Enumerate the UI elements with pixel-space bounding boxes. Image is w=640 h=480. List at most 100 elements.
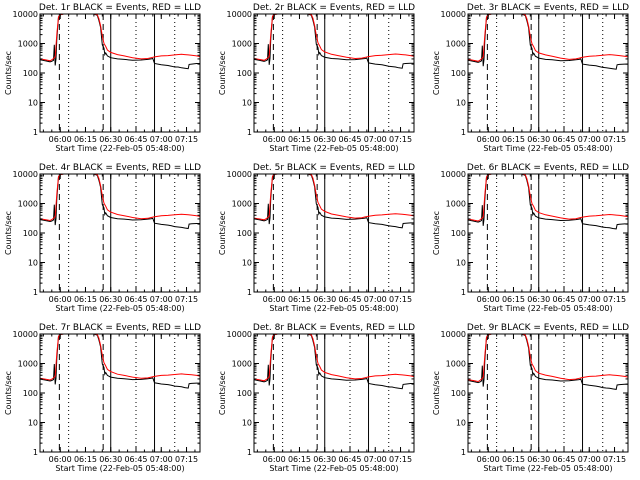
panel-1: 1 10 100 1000 10000 06:00 06:15 06:30 06:45 07:00… (4, 3, 201, 153)
y-tick-label: 1000 (232, 200, 252, 209)
x-tick-label: 06:45 (338, 135, 361, 144)
series-events (254, 334, 414, 390)
y-tick-label: 1 (33, 128, 38, 137)
x-tick-label: 06:45 (552, 295, 575, 304)
series-lld (254, 174, 414, 221)
y-tick-label: 10 (456, 259, 466, 268)
panel-title: Det. 3r BLACK = Events, RED = LLD (467, 3, 629, 13)
plot-frame (39, 173, 201, 293)
x-tick-label: 06:00 (49, 455, 72, 464)
y-tick-label: 10000 (441, 170, 466, 179)
series-events (468, 334, 628, 390)
x-tick-label: 07:15 (603, 295, 626, 304)
y-tick-label: 100 (451, 389, 466, 398)
y-tick-label: 10 (28, 419, 38, 428)
x-tick-label: 06:30 (527, 135, 550, 144)
y-tick-label: 1000 (18, 40, 38, 49)
panel-4: 1 10 100 1000 10000 06:00 06:15 06:30 06:45 07:00… (4, 163, 201, 313)
y-tick-label: 10000 (13, 10, 38, 19)
x-axis-label: Start Time (22-Feb-05 05:48:00) (55, 304, 184, 313)
y-axis-label: Counts/sec (218, 51, 227, 95)
x-tick-label: 06:30 (313, 135, 336, 144)
series-lld (468, 14, 628, 62)
y-axis-label: Counts/sec (4, 211, 13, 255)
x-tick-label: 06:45 (552, 135, 575, 144)
y-axis-label: Counts/sec (432, 211, 441, 255)
panel-8: 1 10 100 1000 10000 06:00 06:15 06:30 06:45 07:00… (218, 323, 415, 473)
x-tick-label: 06:45 (124, 135, 147, 144)
plot-frame (467, 13, 629, 133)
y-axis-label: Counts/sec (4, 51, 13, 95)
panel-2: 1 10 100 1000 10000 06:00 06:15 06:30 06:45 07:00… (218, 3, 415, 153)
x-tick-label: 07:00 (150, 295, 173, 304)
y-tick-label: 1 (461, 448, 466, 457)
y-tick-label: 10000 (227, 330, 252, 339)
y-tick-label: 100 (23, 69, 38, 78)
x-tick-label: 07:15 (175, 455, 198, 464)
y-tick-label: 10 (456, 99, 466, 108)
x-tick-label: 06:30 (99, 455, 122, 464)
panel-6: 1 10 100 1000 10000 06:00 06:15 06:30 06:45 07:00… (432, 163, 629, 313)
x-axis-label: Start Time (22-Feb-05 05:48:00) (483, 144, 612, 153)
y-tick-label: 10000 (441, 10, 466, 19)
panel-7: 1 10 100 1000 10000 06:00 06:15 06:30 06:45 07:00… (4, 323, 201, 473)
x-tick-label: 06:15 (288, 135, 311, 144)
series-events (468, 174, 628, 230)
panel-title: Det. 5r BLACK = Events, RED = LLD (253, 163, 415, 173)
panel-9: 1 10 100 1000 10000 06:00 06:15 06:30 06:45 07:00… (432, 323, 629, 473)
y-tick-label: 10 (456, 419, 466, 428)
y-tick-label: 1000 (446, 360, 466, 369)
y-tick-label: 10000 (441, 330, 466, 339)
plot-frame (39, 333, 201, 453)
x-tick-label: 07:00 (364, 295, 387, 304)
y-tick-label: 100 (23, 389, 38, 398)
x-tick-label: 07:15 (175, 135, 198, 144)
series-lld (468, 174, 628, 222)
x-tick-label: 06:00 (477, 135, 500, 144)
series-lld (40, 14, 200, 62)
x-axis-label: Start Time (22-Feb-05 05:48:00) (55, 144, 184, 153)
x-tick-label: 07:15 (389, 455, 412, 464)
panel-title: Det. 7r BLACK = Events, RED = LLD (39, 323, 201, 333)
x-tick-label: 07:15 (603, 135, 626, 144)
y-tick-label: 1 (247, 448, 252, 457)
x-tick-label: 07:00 (578, 135, 601, 144)
series-lld (254, 334, 414, 382)
series-events (254, 14, 414, 69)
y-tick-label: 100 (237, 69, 252, 78)
series-lld (254, 14, 414, 61)
panel-5: 1 10 100 1000 10000 06:00 06:15 06:30 06:45 07:00… (218, 163, 415, 313)
x-axis-label: Start Time (22-Feb-05 05:48:00) (269, 464, 398, 473)
y-tick-label: 1 (33, 288, 38, 297)
x-tick-label: 06:15 (288, 455, 311, 464)
x-tick-label: 06:00 (263, 455, 286, 464)
panel-title: Det. 2r BLACK = Events, RED = LLD (253, 3, 415, 13)
x-tick-label: 06:45 (338, 295, 361, 304)
x-tick-label: 07:00 (364, 455, 387, 464)
y-axis-label: Counts/sec (218, 371, 227, 415)
x-tick-label: 06:30 (313, 455, 336, 464)
plot-frame (39, 13, 201, 133)
y-tick-label: 1000 (18, 360, 38, 369)
plot-frame (467, 333, 629, 453)
y-axis-label: Counts/sec (432, 51, 441, 95)
x-tick-label: 07:00 (150, 455, 173, 464)
x-tick-label: 06:00 (477, 455, 500, 464)
panel-3: 1 10 100 1000 10000 06:00 06:15 06:30 06:45 07:00… (432, 3, 629, 153)
series-lld (40, 174, 200, 222)
y-tick-label: 1000 (446, 40, 466, 49)
y-tick-label: 100 (451, 69, 466, 78)
x-axis-label: Start Time (22-Feb-05 05:48:00) (269, 304, 398, 313)
x-tick-label: 06:15 (74, 135, 97, 144)
x-tick-label: 06:30 (313, 295, 336, 304)
y-tick-label: 1 (247, 288, 252, 297)
y-axis-label: Counts/sec (4, 371, 13, 415)
y-tick-label: 100 (451, 229, 466, 238)
x-tick-label: 06:00 (49, 295, 72, 304)
y-tick-label: 10000 (227, 170, 252, 179)
y-tick-label: 1 (461, 288, 466, 297)
x-tick-label: 06:00 (49, 135, 72, 144)
y-tick-label: 1 (461, 128, 466, 137)
x-axis-label: Start Time (22-Feb-05 05:48:00) (269, 144, 398, 153)
x-tick-label: 06:15 (502, 135, 525, 144)
